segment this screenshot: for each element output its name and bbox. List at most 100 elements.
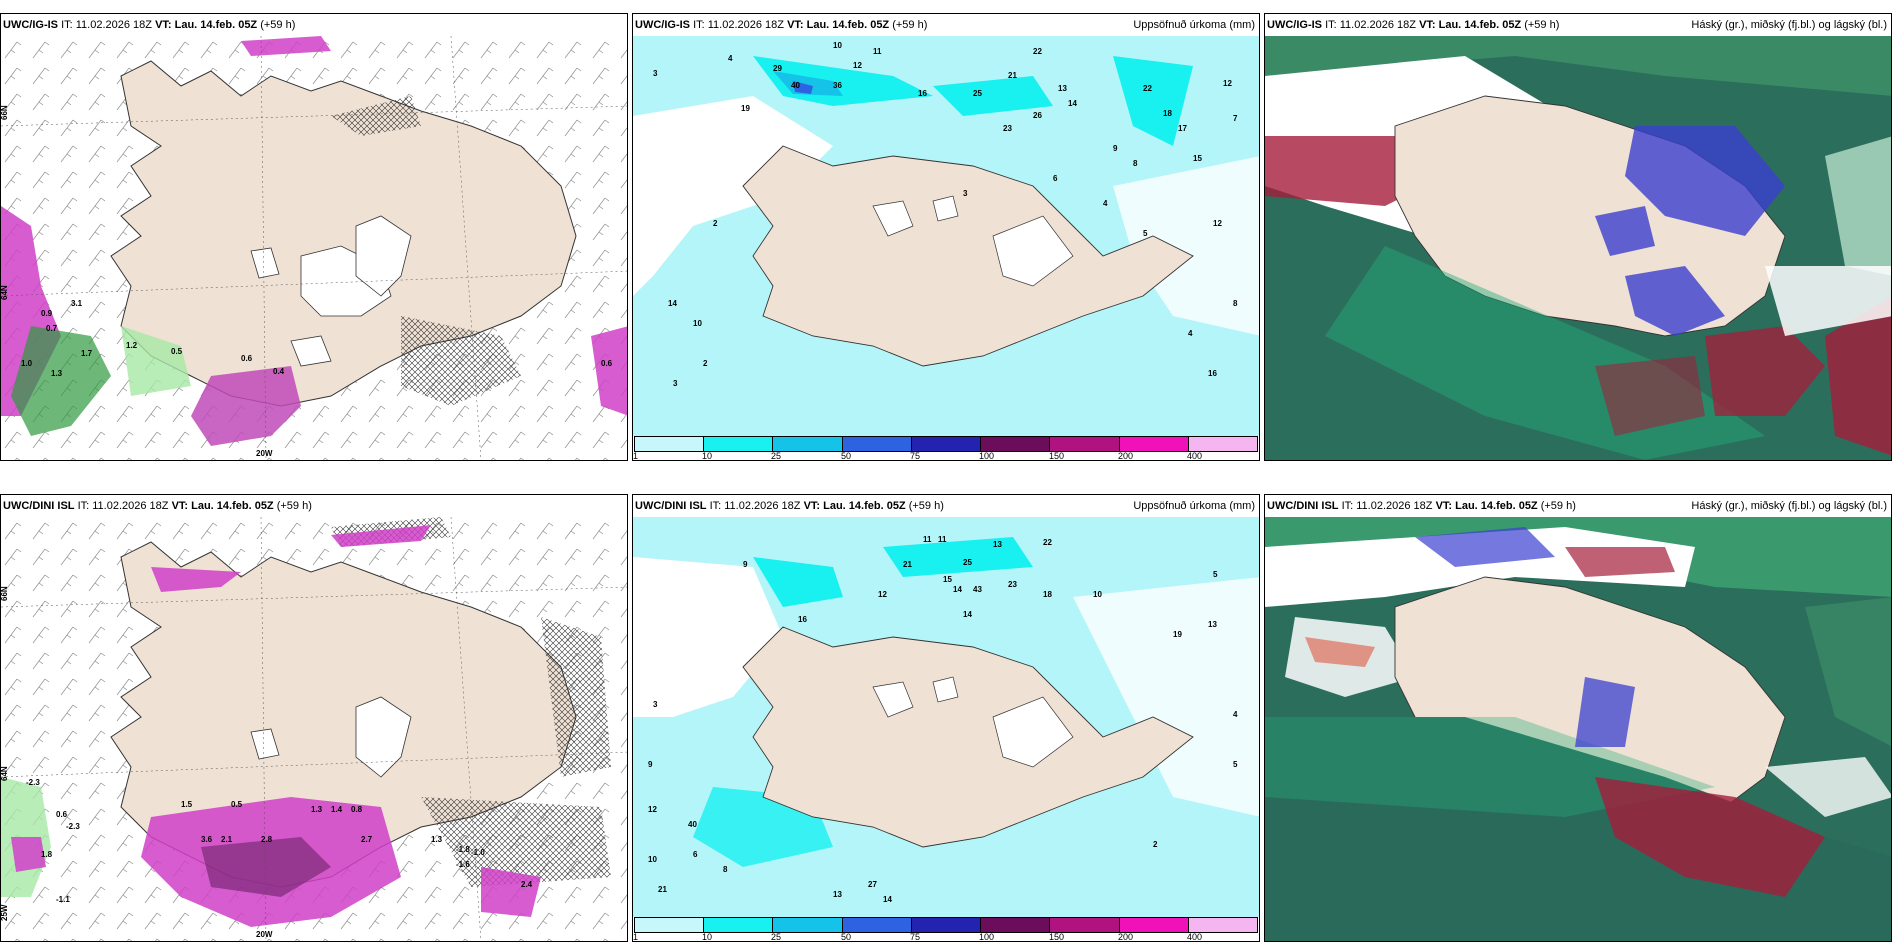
panel-header: UWC/IG-IS IT: 11.02.2026 18Z VT: Lau. 14… [1265, 14, 1891, 36]
precip-value: 10 [648, 855, 657, 864]
precip-value: 18 [1043, 590, 1052, 599]
model-name: UWC/IG-IS [1267, 19, 1322, 31]
legend-swatch [635, 437, 705, 451]
legend-tick: 10 [702, 451, 713, 461]
panel-precip-igis: UWC/IG-IS IT: 11.02.2026 18Z VT: Lau. 14… [632, 13, 1260, 461]
wind-value: -1.8 [456, 845, 470, 854]
precip-value: 21 [1008, 71, 1017, 80]
wind-value: 0.9 [41, 309, 53, 318]
legend-swatch [635, 918, 705, 932]
legend-swatch [981, 918, 1051, 932]
wind-value: 0.7 [46, 324, 58, 333]
precip-value: 11 [873, 47, 882, 56]
precip-value: 2 [1153, 840, 1158, 849]
wind-value: 0.6 [601, 359, 613, 368]
precip-value: 22 [1043, 538, 1052, 547]
init-time: 11.02.2026 18Z [707, 19, 784, 31]
valid-time: Lau. 14.feb. 05Z [1455, 500, 1538, 512]
lat-label-64: 64N [1, 766, 9, 781]
precip-value: 23 [1008, 580, 1017, 589]
precip-value: 10 [1093, 590, 1102, 599]
precip-value: 13 [993, 540, 1002, 549]
init-time: 11.02.2026 18Z [1356, 500, 1433, 512]
precip-value: 23 [1003, 124, 1012, 133]
precip-map: 3 4 10 11 12 29 40 36 19 16 22 13 14 21 … [633, 36, 1259, 436]
wind-value: 2.1 [221, 835, 233, 844]
panel-header: UWC/DINI ISL IT: 11.02.2026 18Z VT: Lau.… [633, 495, 1259, 517]
panel-clouds-dini: UWC/DINI ISL IT: 11.02.2026 18Z VT: Lau.… [1264, 494, 1892, 942]
vt-label: VT: [171, 500, 189, 512]
wind-value: 1.3 [431, 835, 443, 844]
wind-value: 3.6 [201, 835, 213, 844]
precip-value: 4 [1233, 710, 1238, 719]
precip-value: 5 [1143, 229, 1148, 238]
wind-value: -1.6 [456, 860, 470, 869]
precip-value: 2 [713, 219, 718, 228]
lead-time: (+59 h) [908, 500, 944, 512]
lon-label-25: 25W [1, 904, 9, 921]
lead-time: (+59 h) [1540, 500, 1576, 512]
precip-value: 13 [1208, 620, 1217, 629]
wind-value: 2.4 [521, 880, 533, 889]
precip-value: 3 [673, 379, 678, 388]
model-name: UWC/DINI ISL [635, 500, 707, 512]
precip-value: 14 [668, 299, 677, 308]
lat-label-66: 66N [1, 105, 9, 120]
vt-label: VT: [803, 500, 821, 512]
legend-swatch [911, 437, 982, 451]
legend-bar [634, 436, 1258, 452]
precip-value: 7 [1233, 114, 1238, 123]
panel-wind-igis: UWC/IG-IS IT: 11.02.2026 18Z VT: Lau. 14… [0, 13, 628, 461]
precip-value: 6 [1053, 174, 1058, 183]
vt-label: VT: [155, 19, 172, 31]
precip-value: 14 [963, 610, 972, 619]
init-time: 11.02.2026 18Z [75, 19, 152, 31]
it-label: IT: [693, 19, 705, 31]
precip-value: 9 [1113, 144, 1118, 153]
wind-value: -2.3 [26, 778, 40, 787]
wind-value: 1.4 [331, 805, 343, 814]
legend-swatch [842, 437, 912, 451]
legend-swatch [1119, 918, 1189, 932]
model-name: UWC/IG-IS [3, 19, 58, 31]
valid-time: Lau. 14.feb. 05Z [191, 500, 274, 512]
precip-value: 9 [743, 560, 748, 569]
precip-value: 12 [1223, 79, 1232, 88]
precip-value: 4 [1188, 329, 1193, 338]
legend-swatch [704, 437, 774, 451]
legend-swatch [773, 437, 843, 451]
precip-value: 16 [918, 89, 927, 98]
wind-value: 2.7 [361, 835, 373, 844]
wind-value: 1.7 [81, 349, 93, 358]
wind-value: 2.8 [261, 835, 273, 844]
wind-value: 1.3 [311, 805, 323, 814]
lead-time: (+59 h) [1524, 19, 1560, 31]
panel-title: Uppsöfnuð úrkoma (mm) [1133, 19, 1255, 31]
precip-value: 8 [1133, 159, 1138, 168]
precip-value: 29 [773, 64, 782, 73]
legend-swatch [842, 918, 912, 932]
valid-time: Lau. 14.feb. 05Z [823, 500, 906, 512]
wind-value: 1.8 [41, 850, 53, 859]
precip-value: 21 [658, 885, 667, 894]
precip-value: 15 [943, 575, 952, 584]
lon-label-20: 20W [256, 930, 273, 939]
wind-value: 1.5 [181, 800, 193, 809]
wind-value: -1.0 [471, 848, 485, 857]
wind-value: -1.1 [56, 895, 70, 904]
precip-value: 3 [963, 189, 968, 198]
wind-value: 0.5 [171, 347, 183, 356]
precip-value: 8 [723, 865, 728, 874]
lon-label-20: 20W [256, 449, 273, 458]
panel-title: Uppsöfnuð úrkoma (mm) [1133, 500, 1255, 512]
precip-value: 11 [938, 535, 947, 544]
init-time: 11.02.2026 18Z [1339, 19, 1416, 31]
precip-value: 15 [1193, 154, 1202, 163]
precip-value: 18 [1163, 109, 1172, 118]
valid-time: Lau. 14.feb. 05Z [174, 19, 258, 31]
wind-value: 0.5 [231, 800, 243, 809]
lead-time: (+59 h) [260, 19, 296, 31]
vt-label: VT: [1419, 19, 1436, 31]
panel-header: UWC/DINI ISL IT: 11.02.2026 18Z VT: Lau.… [1, 495, 627, 517]
precip-value: 25 [973, 89, 982, 98]
